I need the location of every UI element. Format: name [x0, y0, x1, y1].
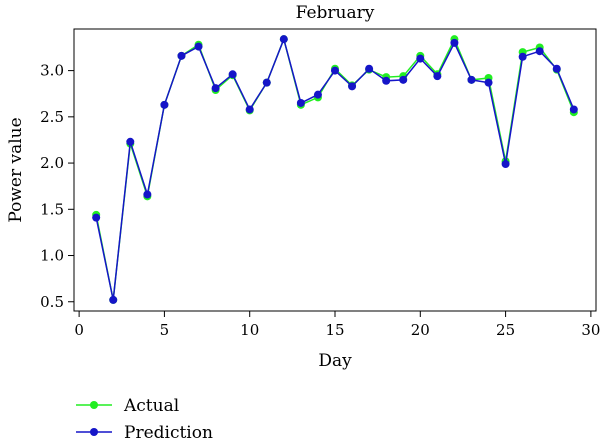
- data-point-prediction: [382, 76, 391, 85]
- x-tick-label: 10: [240, 321, 259, 339]
- series-layer: [92, 35, 578, 304]
- data-point-prediction: [245, 105, 254, 114]
- data-point-prediction: [296, 98, 305, 107]
- y-tick-label: 1.0: [40, 247, 64, 265]
- legend-marker: [90, 401, 98, 409]
- data-point-prediction: [279, 35, 288, 44]
- data-point-prediction: [228, 70, 237, 79]
- data-point-prediction: [484, 78, 493, 87]
- y-tick-label: 0.5: [40, 293, 64, 311]
- data-point-prediction: [177, 51, 186, 60]
- series-prediction: [92, 35, 578, 304]
- legend-label: Prediction: [124, 423, 213, 441]
- legend-label: Actual: [123, 396, 179, 416]
- data-point-prediction: [211, 84, 220, 93]
- data-point-prediction: [331, 66, 339, 75]
- data-point-prediction: [535, 47, 544, 56]
- series-line-actual: [95, 36, 575, 301]
- x-axis-label: Day: [318, 351, 352, 371]
- x-tick-label: 0: [74, 321, 84, 339]
- chart-title: February: [296, 3, 375, 23]
- data-point-prediction: [160, 100, 169, 109]
- x-tick-label: 30: [581, 321, 600, 339]
- data-point-prediction: [126, 137, 135, 146]
- x-tick-label: 20: [411, 321, 430, 339]
- data-point-prediction: [313, 90, 322, 99]
- data-point-prediction: [348, 82, 357, 91]
- y-tick-label: 1.5: [40, 200, 64, 218]
- data-point-prediction: [262, 78, 271, 87]
- data-point-prediction: [194, 42, 203, 51]
- y-tick-label: 2.0: [40, 154, 64, 172]
- data-point-prediction: [365, 64, 374, 73]
- legend-item-prediction: Prediction: [76, 423, 213, 441]
- series-actual: [92, 35, 578, 304]
- series-line-prediction: [95, 36, 575, 301]
- x-tick-label: 15: [325, 321, 344, 339]
- data-point-prediction: [518, 52, 527, 61]
- y-tick-label: 2.5: [40, 108, 64, 126]
- legend: Actual Prediction: [76, 396, 213, 441]
- data-point-prediction: [467, 75, 476, 84]
- legend-item-actual: Actual: [76, 396, 179, 416]
- data-point-prediction: [92, 213, 101, 222]
- data-point-prediction: [109, 295, 118, 304]
- data-point-prediction: [433, 72, 442, 81]
- y-axis-ticks: 0.5 1.0 1.5 2.0 2.5 3.0: [40, 62, 74, 311]
- data-point-prediction: [501, 159, 510, 168]
- legend-marker: [90, 428, 98, 436]
- data-point-prediction: [416, 54, 425, 63]
- y-axis-label: Power value: [6, 117, 26, 222]
- x-tick-label: 25: [496, 321, 515, 339]
- y-tick-label: 3.0: [40, 62, 64, 80]
- data-point-prediction: [552, 64, 561, 73]
- data-point-prediction: [143, 190, 152, 199]
- x-axis-ticks: 0 5 10 15 20 25 30: [74, 311, 600, 339]
- data-point-prediction: [450, 38, 459, 47]
- data-point-prediction: [569, 105, 578, 114]
- data-point-prediction: [399, 75, 408, 84]
- x-tick-label: 5: [160, 321, 170, 339]
